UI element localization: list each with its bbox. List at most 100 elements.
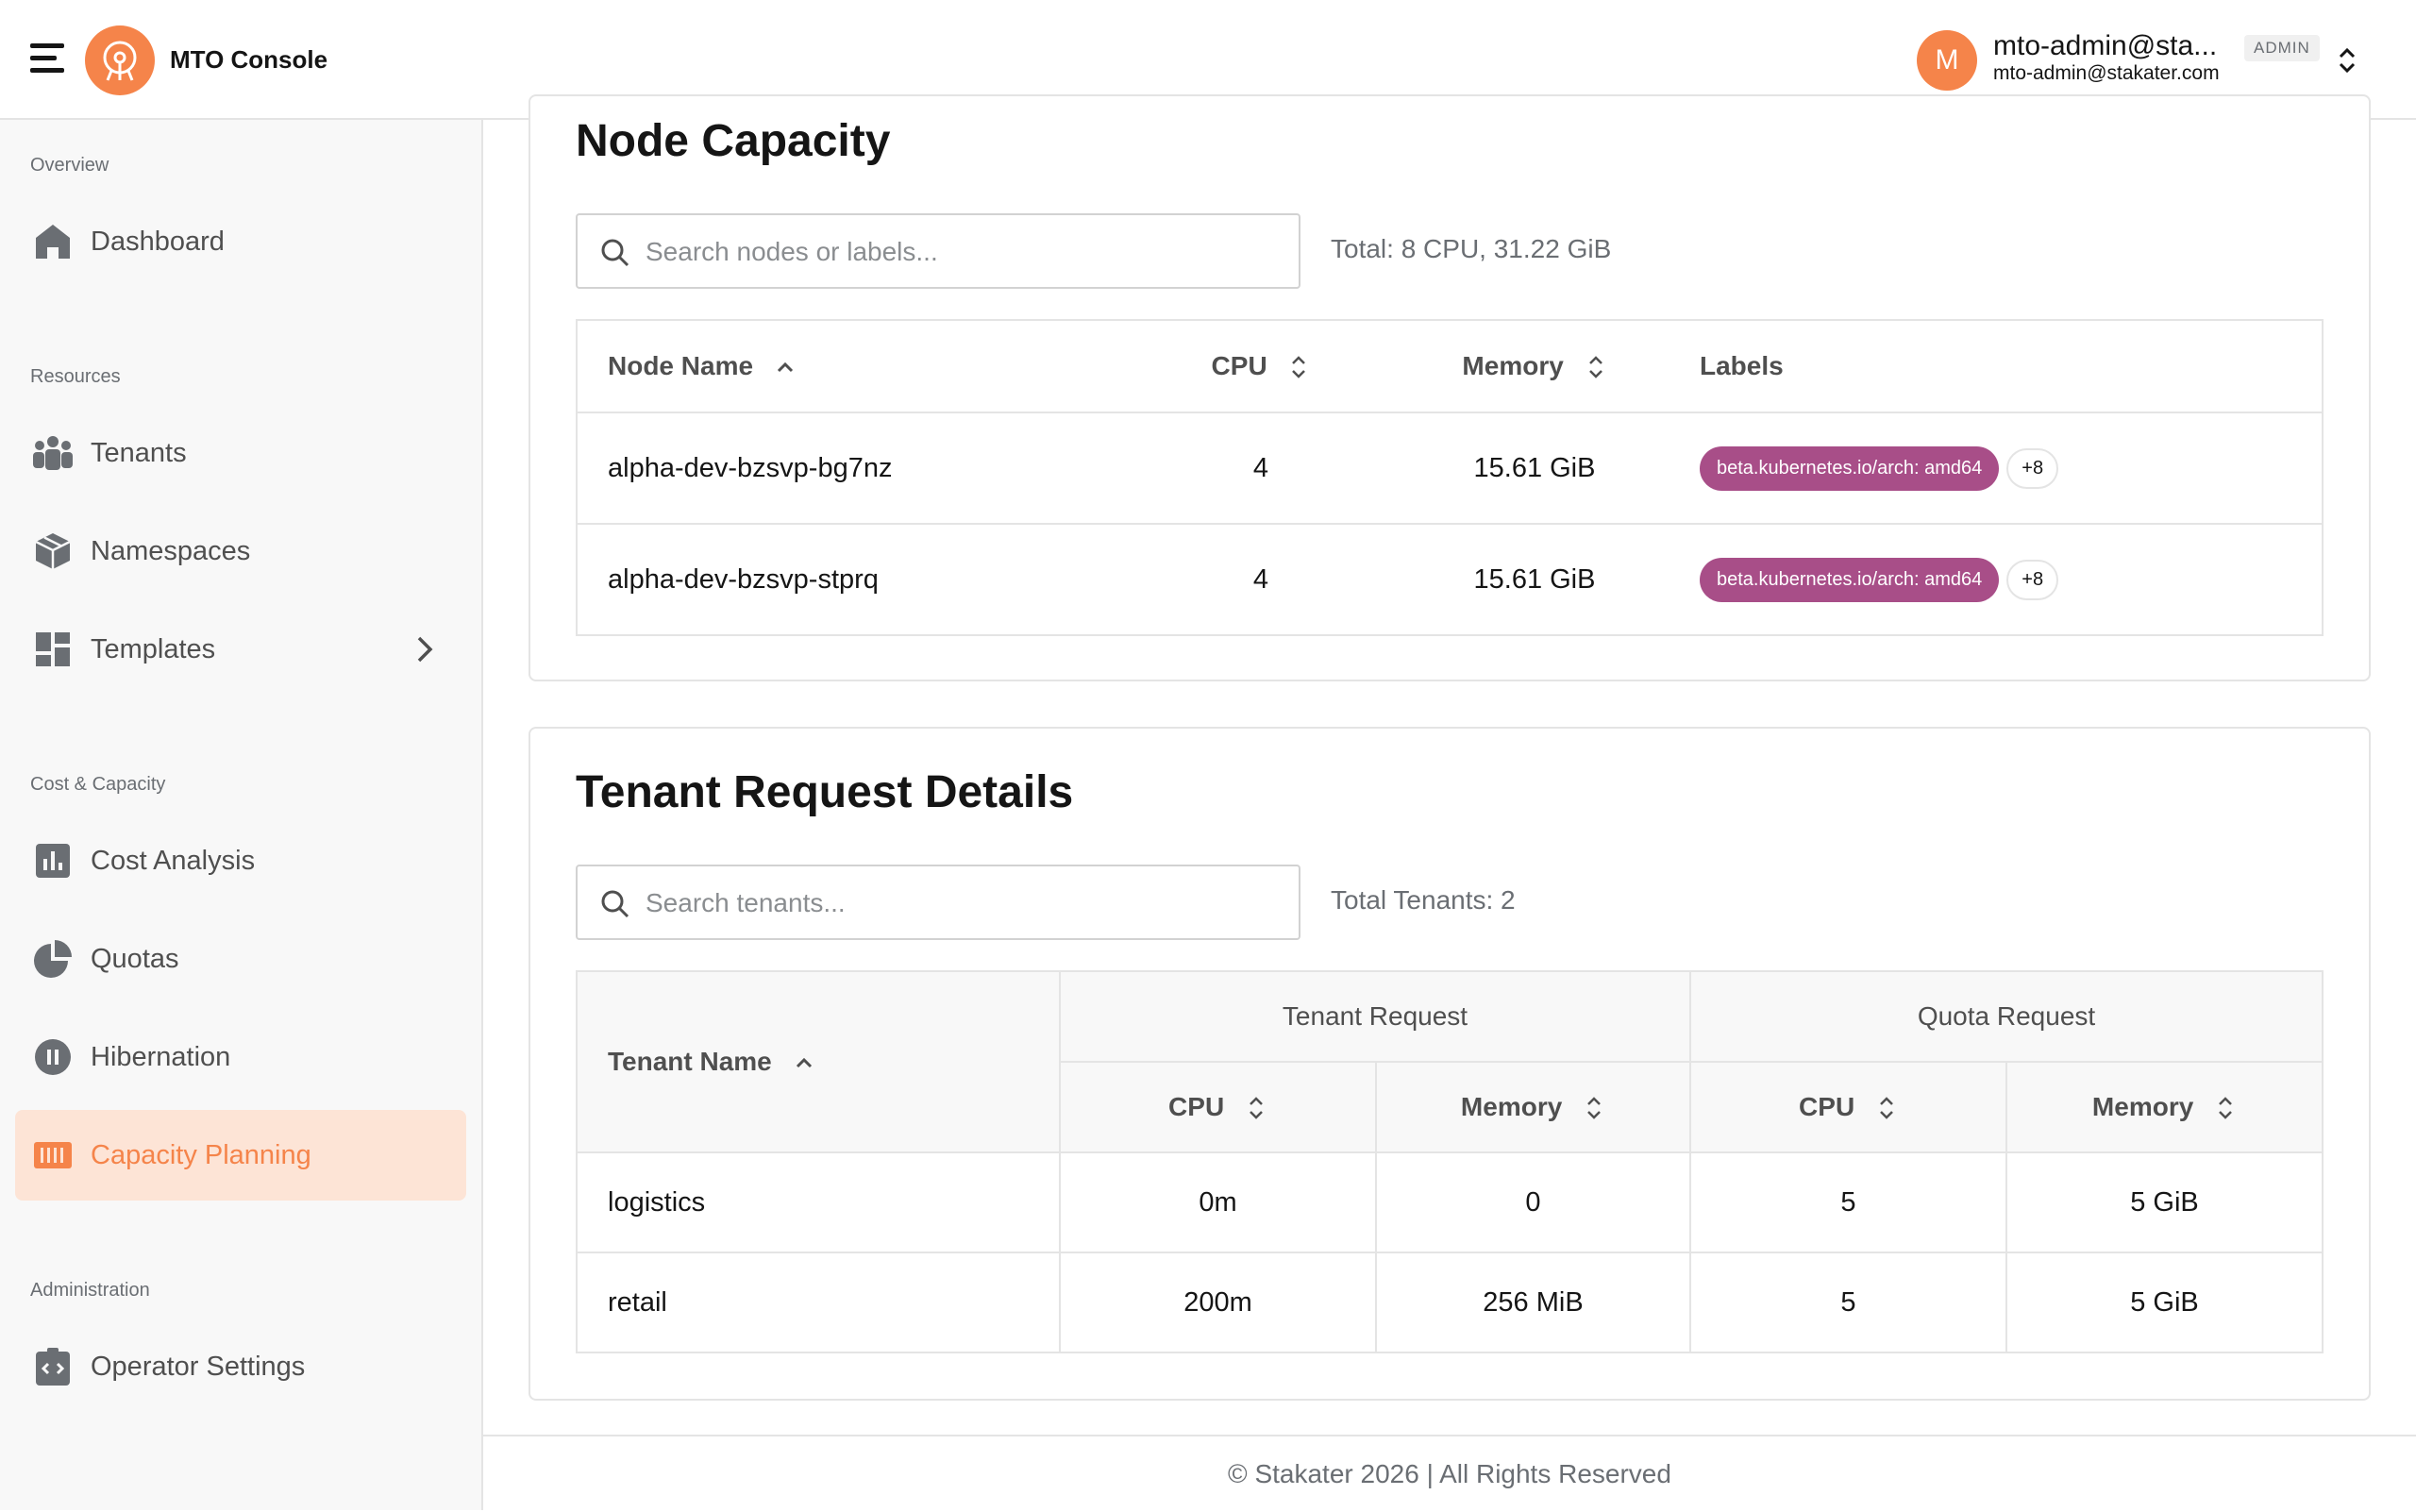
column-header-quota-memory[interactable]: Memory [2005, 1061, 2324, 1153]
request-memory-cell: 0 [1375, 1151, 1691, 1253]
app-title: MTO Console [170, 45, 328, 74]
sort-icon [1292, 356, 1306, 379]
menu-icon[interactable] [30, 43, 64, 74]
sidebar: Overview Dashboard Resources Tenants Nam… [0, 120, 483, 1510]
user-menu-toggle-icon[interactable] [2333, 43, 2361, 77]
sort-icon [1587, 1097, 1601, 1120]
page-footer: © Stakater 2026 | All Rights Reserved [483, 1435, 2416, 1510]
section-label-cost-capacity: Cost & Capacity [30, 774, 166, 795]
sidebar-item-cost-analysis[interactable]: Cost Analysis [15, 815, 466, 906]
table-row: retail 200m 256 MiB 5 5 GiB [576, 1252, 2324, 1353]
tenant-search-box [576, 865, 1300, 940]
card-title-node-capacity: Node Capacity [576, 116, 891, 166]
sidebar-item-label: Operator Settings [91, 1351, 306, 1382]
sort-ascending-icon [796, 1057, 812, 1067]
section-label-administration: Administration [30, 1280, 150, 1301]
sidebar-item-label: Templates [91, 633, 216, 664]
table-header-row: Tenant Name Tenant Request Quota Request [576, 970, 2324, 1153]
home-icon [32, 221, 74, 262]
sort-icon [2219, 1097, 2232, 1120]
sidebar-item-label: Dashboard [91, 226, 225, 257]
sidebar-item-namespaces[interactable]: Namespaces [15, 506, 466, 596]
node-capacity-card: Node Capacity Total: 8 CPU, 31.22 GiB No… [528, 94, 2371, 681]
request-cpu-cell: 200m [1059, 1252, 1377, 1353]
tenant-name-cell: retail [576, 1252, 1061, 1353]
column-header-node-name[interactable]: Node Name [577, 320, 1124, 413]
tenant-table: Tenant Name Tenant Request Quota Request… [576, 970, 2324, 1353]
node-name-cell: alpha-dev-bzsvp-bg7nz [577, 412, 1124, 525]
sidebar-item-label: Capacity Planning [91, 1139, 311, 1170]
role-badge: ADMIN [2244, 35, 2320, 61]
sidebar-item-operator-settings[interactable]: Operator Settings [15, 1321, 466, 1412]
capacity-icon [32, 1134, 74, 1176]
label-chip: beta.kubernetes.io/arch: amd64 [1700, 445, 2000, 491]
user-email: mto-admin@stakater.com [1993, 62, 2220, 84]
table-subheader-row: CPU Memory CPU Memory [577, 1061, 2324, 1153]
pie-chart-icon [32, 938, 74, 980]
sidebar-item-label: Hibernation [91, 1041, 231, 1072]
table-row: alpha-dev-bzsvp-stprq 4 15.61 GiB beta.k… [577, 524, 2323, 635]
group-header-tenant-request: Tenant Request [1059, 970, 1691, 1063]
search-icon [601, 890, 629, 918]
cube-icon [32, 530, 74, 572]
tenant-total: Total Tenants: 2 [1331, 885, 1516, 915]
node-labels-cell: beta.kubernetes.io/arch: amd64 +8 [1671, 524, 2323, 635]
sidebar-item-quotas[interactable]: Quotas [15, 914, 466, 1004]
column-header-cpu[interactable]: CPU [1124, 320, 1398, 413]
label-chip: beta.kubernetes.io/arch: amd64 [1700, 557, 2000, 602]
quota-memory-cell: 5 GiB [2005, 1151, 2324, 1253]
sidebar-item-label: Namespaces [91, 535, 251, 566]
sidebar-item-templates[interactable]: Templates [15, 604, 466, 695]
node-table: Node Name CPU Memory Labels alpha-dev-bz… [576, 319, 2324, 636]
quota-cpu-cell: 5 [1689, 1252, 2007, 1353]
quota-cpu-cell: 5 [1689, 1151, 2007, 1253]
section-label-overview: Overview [30, 155, 109, 176]
column-header-memory[interactable]: Memory [1398, 320, 1671, 413]
table-header-row: Node Name CPU Memory Labels [577, 320, 2323, 413]
node-total: Total: 8 CPU, 31.22 GiB [1331, 234, 1612, 263]
column-header-request-memory[interactable]: Memory [1375, 1061, 1691, 1153]
sidebar-item-capacity-planning[interactable]: Capacity Planning [15, 1110, 466, 1201]
sidebar-item-tenants[interactable]: Tenants [15, 408, 466, 498]
sort-icon [1588, 356, 1602, 379]
node-memory-cell: 15.61 GiB [1398, 412, 1671, 525]
bar-chart-icon [32, 840, 74, 882]
node-cpu-cell: 4 [1124, 412, 1398, 525]
sort-icon [1880, 1097, 1893, 1120]
user-name[interactable]: mto-admin@sta... [1993, 30, 2218, 61]
users-icon [32, 432, 74, 474]
table-row: logistics 0m 0 5 5 GiB [576, 1151, 2324, 1253]
mto-logo-icon [85, 25, 155, 95]
node-labels-cell: beta.kubernetes.io/arch: amd64 +8 [1671, 412, 2323, 525]
column-header-request-cpu[interactable]: CPU [1059, 1061, 1377, 1153]
node-cpu-cell: 4 [1252, 563, 1269, 595]
request-cpu-cell: 0m [1059, 1151, 1377, 1253]
quota-memory-cell: 5 GiB [2005, 1252, 2324, 1353]
search-icon [601, 239, 629, 267]
tenant-request-card: Tenant Request Details Total Tenants: 2 … [528, 727, 2371, 1401]
column-header-tenant-name[interactable]: Tenant Name [576, 970, 1061, 1153]
sort-icon [1250, 1097, 1263, 1120]
pause-icon [32, 1036, 74, 1078]
column-header-quota-cpu[interactable]: CPU [1689, 1061, 2007, 1153]
grid-icon [32, 629, 74, 670]
sidebar-item-label: Quotas [91, 943, 179, 974]
sidebar-item-hibernation[interactable]: Hibernation [15, 1012, 466, 1102]
more-labels-chip[interactable]: +8 [2006, 559, 2059, 600]
sort-ascending-icon [777, 361, 793, 372]
user-avatar[interactable]: M [1917, 30, 1977, 91]
section-label-resources: Resources [30, 366, 121, 387]
more-labels-chip[interactable]: +8 [2006, 447, 2059, 489]
group-header-quota-request: Quota Request [1689, 970, 2324, 1063]
code-clipboard-icon [32, 1346, 74, 1387]
node-search-box [576, 213, 1300, 289]
table-row: alpha-dev-bzsvp-bg7nz 4 15.61 GiB beta.k… [577, 412, 2323, 525]
card-title-tenant-request: Tenant Request Details [576, 767, 1074, 817]
request-memory-cell: 256 MiB [1375, 1252, 1691, 1353]
node-memory-cell: 15.61 GiB [1473, 563, 1596, 595]
tenant-name-cell: logistics [576, 1151, 1061, 1253]
node-search-input[interactable] [644, 230, 1285, 274]
sidebar-item-dashboard[interactable]: Dashboard [15, 196, 466, 287]
chevron-right-icon [408, 632, 442, 671]
tenant-search-input[interactable] [644, 882, 1285, 925]
